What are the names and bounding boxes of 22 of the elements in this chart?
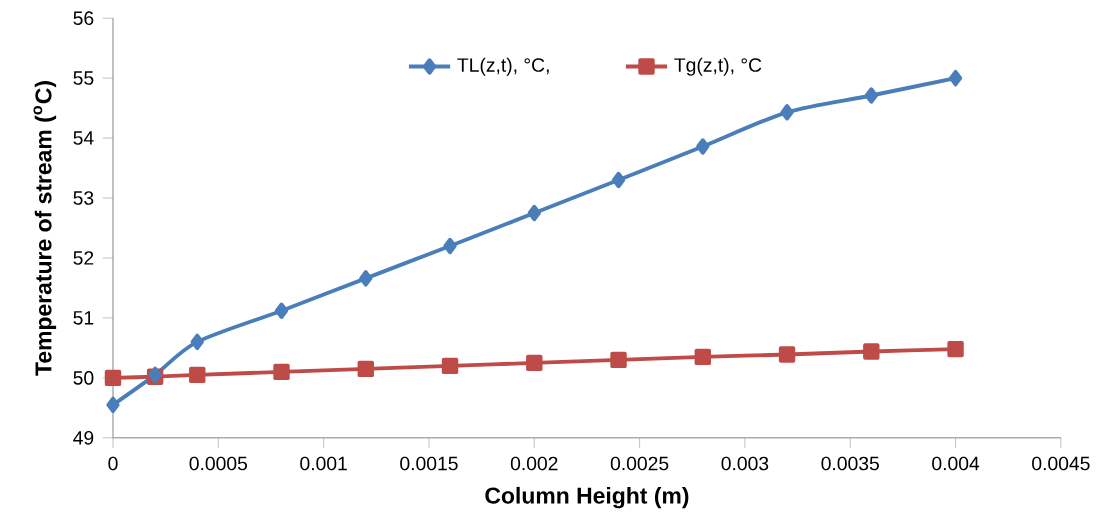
x-tick-label: 0.003 (721, 456, 769, 471)
y-tick-label: 50 (73, 371, 94, 385)
y-tick-label: 56 (73, 11, 94, 26)
y-tick-label: 49 (73, 431, 94, 445)
x-tick-label: 0.004 (932, 456, 980, 471)
x-tick-label: 0.0025 (610, 456, 669, 471)
y-tick-label: 55 (73, 71, 94, 85)
x-tick-label: 0.0035 (821, 456, 879, 471)
legend-label: Tg(z,t), °C (674, 57, 762, 76)
x-axis-title: Column Height (m) (485, 487, 689, 509)
y-axis-title: Temperature of stream ($^{o}$C) (33, 81, 57, 376)
x-tick-label: 0.0015 (400, 456, 458, 471)
x-tick-label: 0.001 (300, 456, 347, 471)
y-tick-label: 51 (73, 311, 94, 325)
y-tick-label: 52 (73, 251, 94, 265)
x-tick-label: 0.0045 (1032, 456, 1090, 471)
y-tick-label: 53 (73, 191, 94, 205)
y-tick-label: 54 (73, 131, 94, 145)
x-tick-label: 0 (108, 456, 118, 471)
x-tick-label: 0.0005 (189, 456, 248, 471)
legend-label: TL(z,t), °C, (457, 57, 549, 76)
x-tick-label: 0.002 (510, 456, 558, 471)
